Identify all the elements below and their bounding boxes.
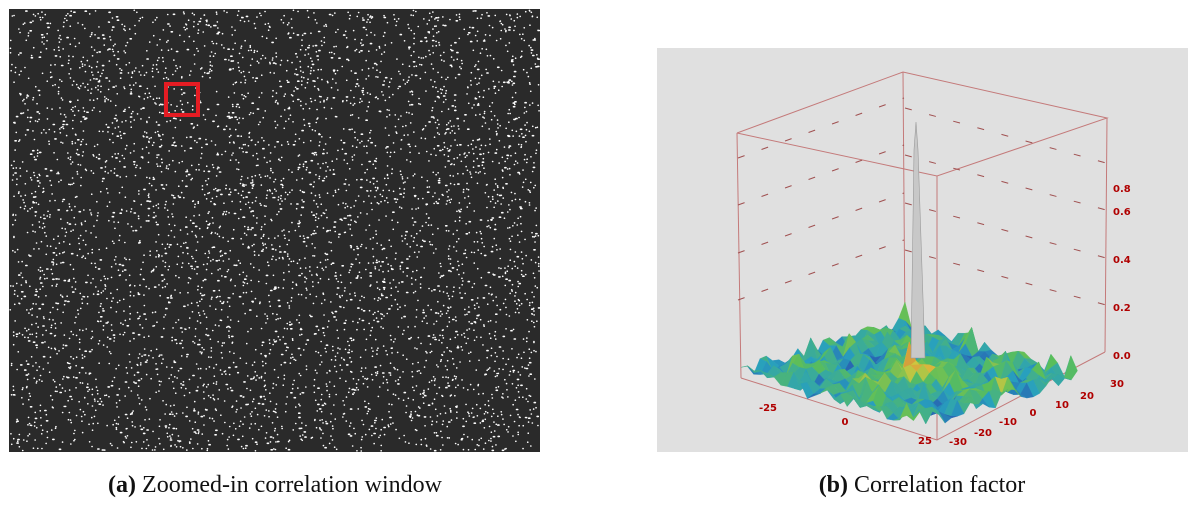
y-tick-label: 20: [1080, 391, 1094, 402]
grid-line: [904, 202, 1107, 259]
grid-line: [904, 107, 1107, 164]
grid-line: [737, 239, 905, 301]
grid-line: [904, 154, 1107, 211]
grid-line: [737, 97, 905, 159]
z-tick-label: 0.8: [1113, 184, 1131, 195]
piv-image: [9, 9, 540, 452]
correlation-surface: [740, 301, 1078, 425]
z-tick-label: 0.0: [1113, 351, 1131, 362]
caption-label: (b): [819, 472, 848, 498]
y-tick-label: 10: [1055, 400, 1069, 411]
y-tick-label: -10: [999, 417, 1017, 428]
y-tick-label: -20: [974, 428, 992, 439]
grid-line: [904, 249, 1107, 306]
z-tick-label: 0.4: [1113, 255, 1131, 266]
box-edge: [902, 71, 906, 331]
x-tick-label: 25: [918, 436, 932, 447]
caption-label: (a): [108, 472, 136, 498]
caption-text: Correlation factor: [854, 472, 1025, 498]
z-tick-label: 0.6: [1113, 207, 1131, 218]
grid-line: [737, 144, 905, 206]
particle-speckles: [9, 9, 541, 452]
caption-a: (a) Zoomed-in correlation window: [108, 472, 443, 498]
y-tick-label: 30: [1110, 379, 1124, 390]
box-edge: [736, 132, 742, 379]
grid: [737, 97, 1107, 306]
box-edge: [1104, 117, 1108, 353]
y-tick-label: -30: [949, 437, 967, 448]
caption-b: (b) Correlation factor: [819, 472, 1026, 498]
x-tick-label: 0: [842, 417, 849, 428]
y-tick-label: 0: [1030, 408, 1037, 419]
surface-patch: [906, 411, 920, 422]
caption-text: Zoomed-in correlation window: [142, 472, 443, 498]
grid-line: [737, 192, 905, 254]
correlation-window-marker: [164, 82, 200, 117]
axis-ticks: 0.8 0.6 0.4 0.2 0.0 -25 0 25 30 20 10 0 -10 -20 -30: [759, 184, 1131, 448]
z-tick-label: 0.2: [1113, 303, 1131, 314]
x-tick-label: -25: [759, 403, 777, 414]
correlation-peak: [910, 121, 926, 359]
